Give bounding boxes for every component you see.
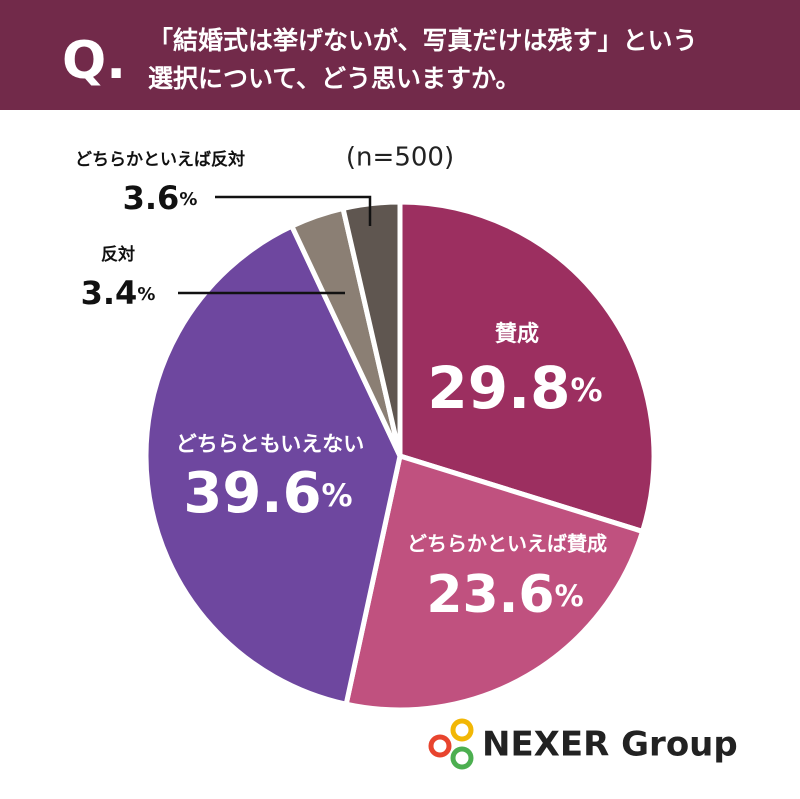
pie-slice	[143, 223, 403, 707]
leader-line	[215, 195, 372, 226]
pie-slice	[397, 199, 657, 534]
logo-text: NEXER Group	[482, 725, 738, 765]
value-unit: %	[555, 579, 584, 613]
slice-value: 39.6%	[183, 461, 352, 526]
slice-label: 賛成	[495, 322, 539, 347]
q-mark: Q.	[62, 31, 126, 91]
value-unit: %	[179, 189, 197, 210]
slice-label: どちらかといえば賛成	[407, 532, 607, 556]
logo-ring	[450, 718, 474, 742]
pie	[143, 199, 657, 713]
slice-value: 29.8%	[427, 354, 602, 422]
value-unit: %	[571, 371, 603, 409]
pie-slice	[340, 199, 403, 459]
value-number: 39.6	[183, 461, 321, 526]
value-number: 3.6	[123, 179, 180, 217]
logo-ring	[450, 746, 474, 770]
pie-slice	[343, 453, 646, 713]
question-line: 選択について、どう思いますか。	[148, 64, 521, 93]
value-number: 3.4	[81, 274, 138, 312]
value-number: 29.8	[427, 354, 570, 422]
header-band	[0, 0, 800, 110]
slice-value: 3.4%	[81, 274, 156, 312]
sample-size: (n=500)	[346, 143, 454, 173]
question-line: 「結婚式は挙げないが、写真だけは残す」という	[148, 26, 698, 55]
slice-value: 3.6%	[123, 179, 198, 217]
logo: NEXER Group	[428, 718, 738, 770]
slice-label: どちらともいえない	[176, 432, 365, 456]
logo-ring	[428, 734, 452, 758]
value-unit: %	[137, 284, 155, 305]
slice-label: 反対	[101, 244, 135, 265]
slice-value: 23.6%	[426, 565, 583, 625]
value-number: 23.6	[426, 565, 554, 625]
slice-label: どちらかといえば反対	[75, 149, 245, 170]
value-unit: %	[322, 478, 353, 514]
